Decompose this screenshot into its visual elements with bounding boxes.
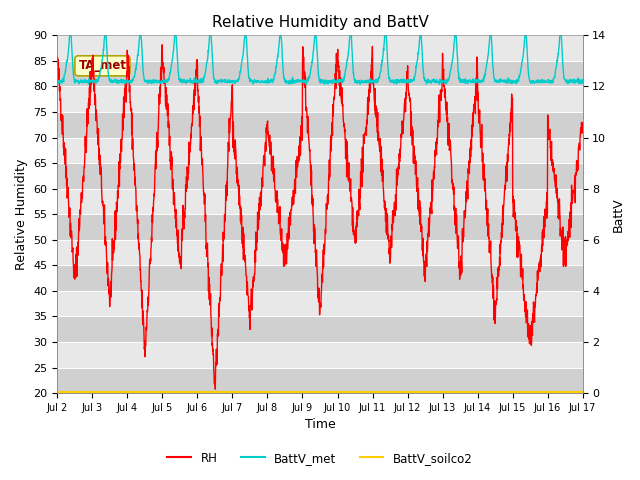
Bar [58,163,582,189]
Legend: RH, BattV_met, BattV_soilco2: RH, BattV_met, BattV_soilco2 [163,447,477,469]
Bar [58,240,582,265]
X-axis label: Time: Time [305,419,335,432]
Bar [58,368,582,393]
Bar [58,86,582,112]
Bar [58,265,582,291]
Bar [58,138,582,163]
Bar [58,316,582,342]
Text: TA_met: TA_met [79,60,127,72]
Bar [58,189,582,214]
Bar [58,291,582,316]
Y-axis label: Relative Humidity: Relative Humidity [15,158,28,270]
Bar [58,214,582,240]
Y-axis label: BattV: BattV [612,197,625,231]
Bar [58,112,582,138]
Bar [58,36,582,61]
Bar [58,61,582,86]
Title: Relative Humidity and BattV: Relative Humidity and BattV [212,15,428,30]
Bar [58,342,582,368]
